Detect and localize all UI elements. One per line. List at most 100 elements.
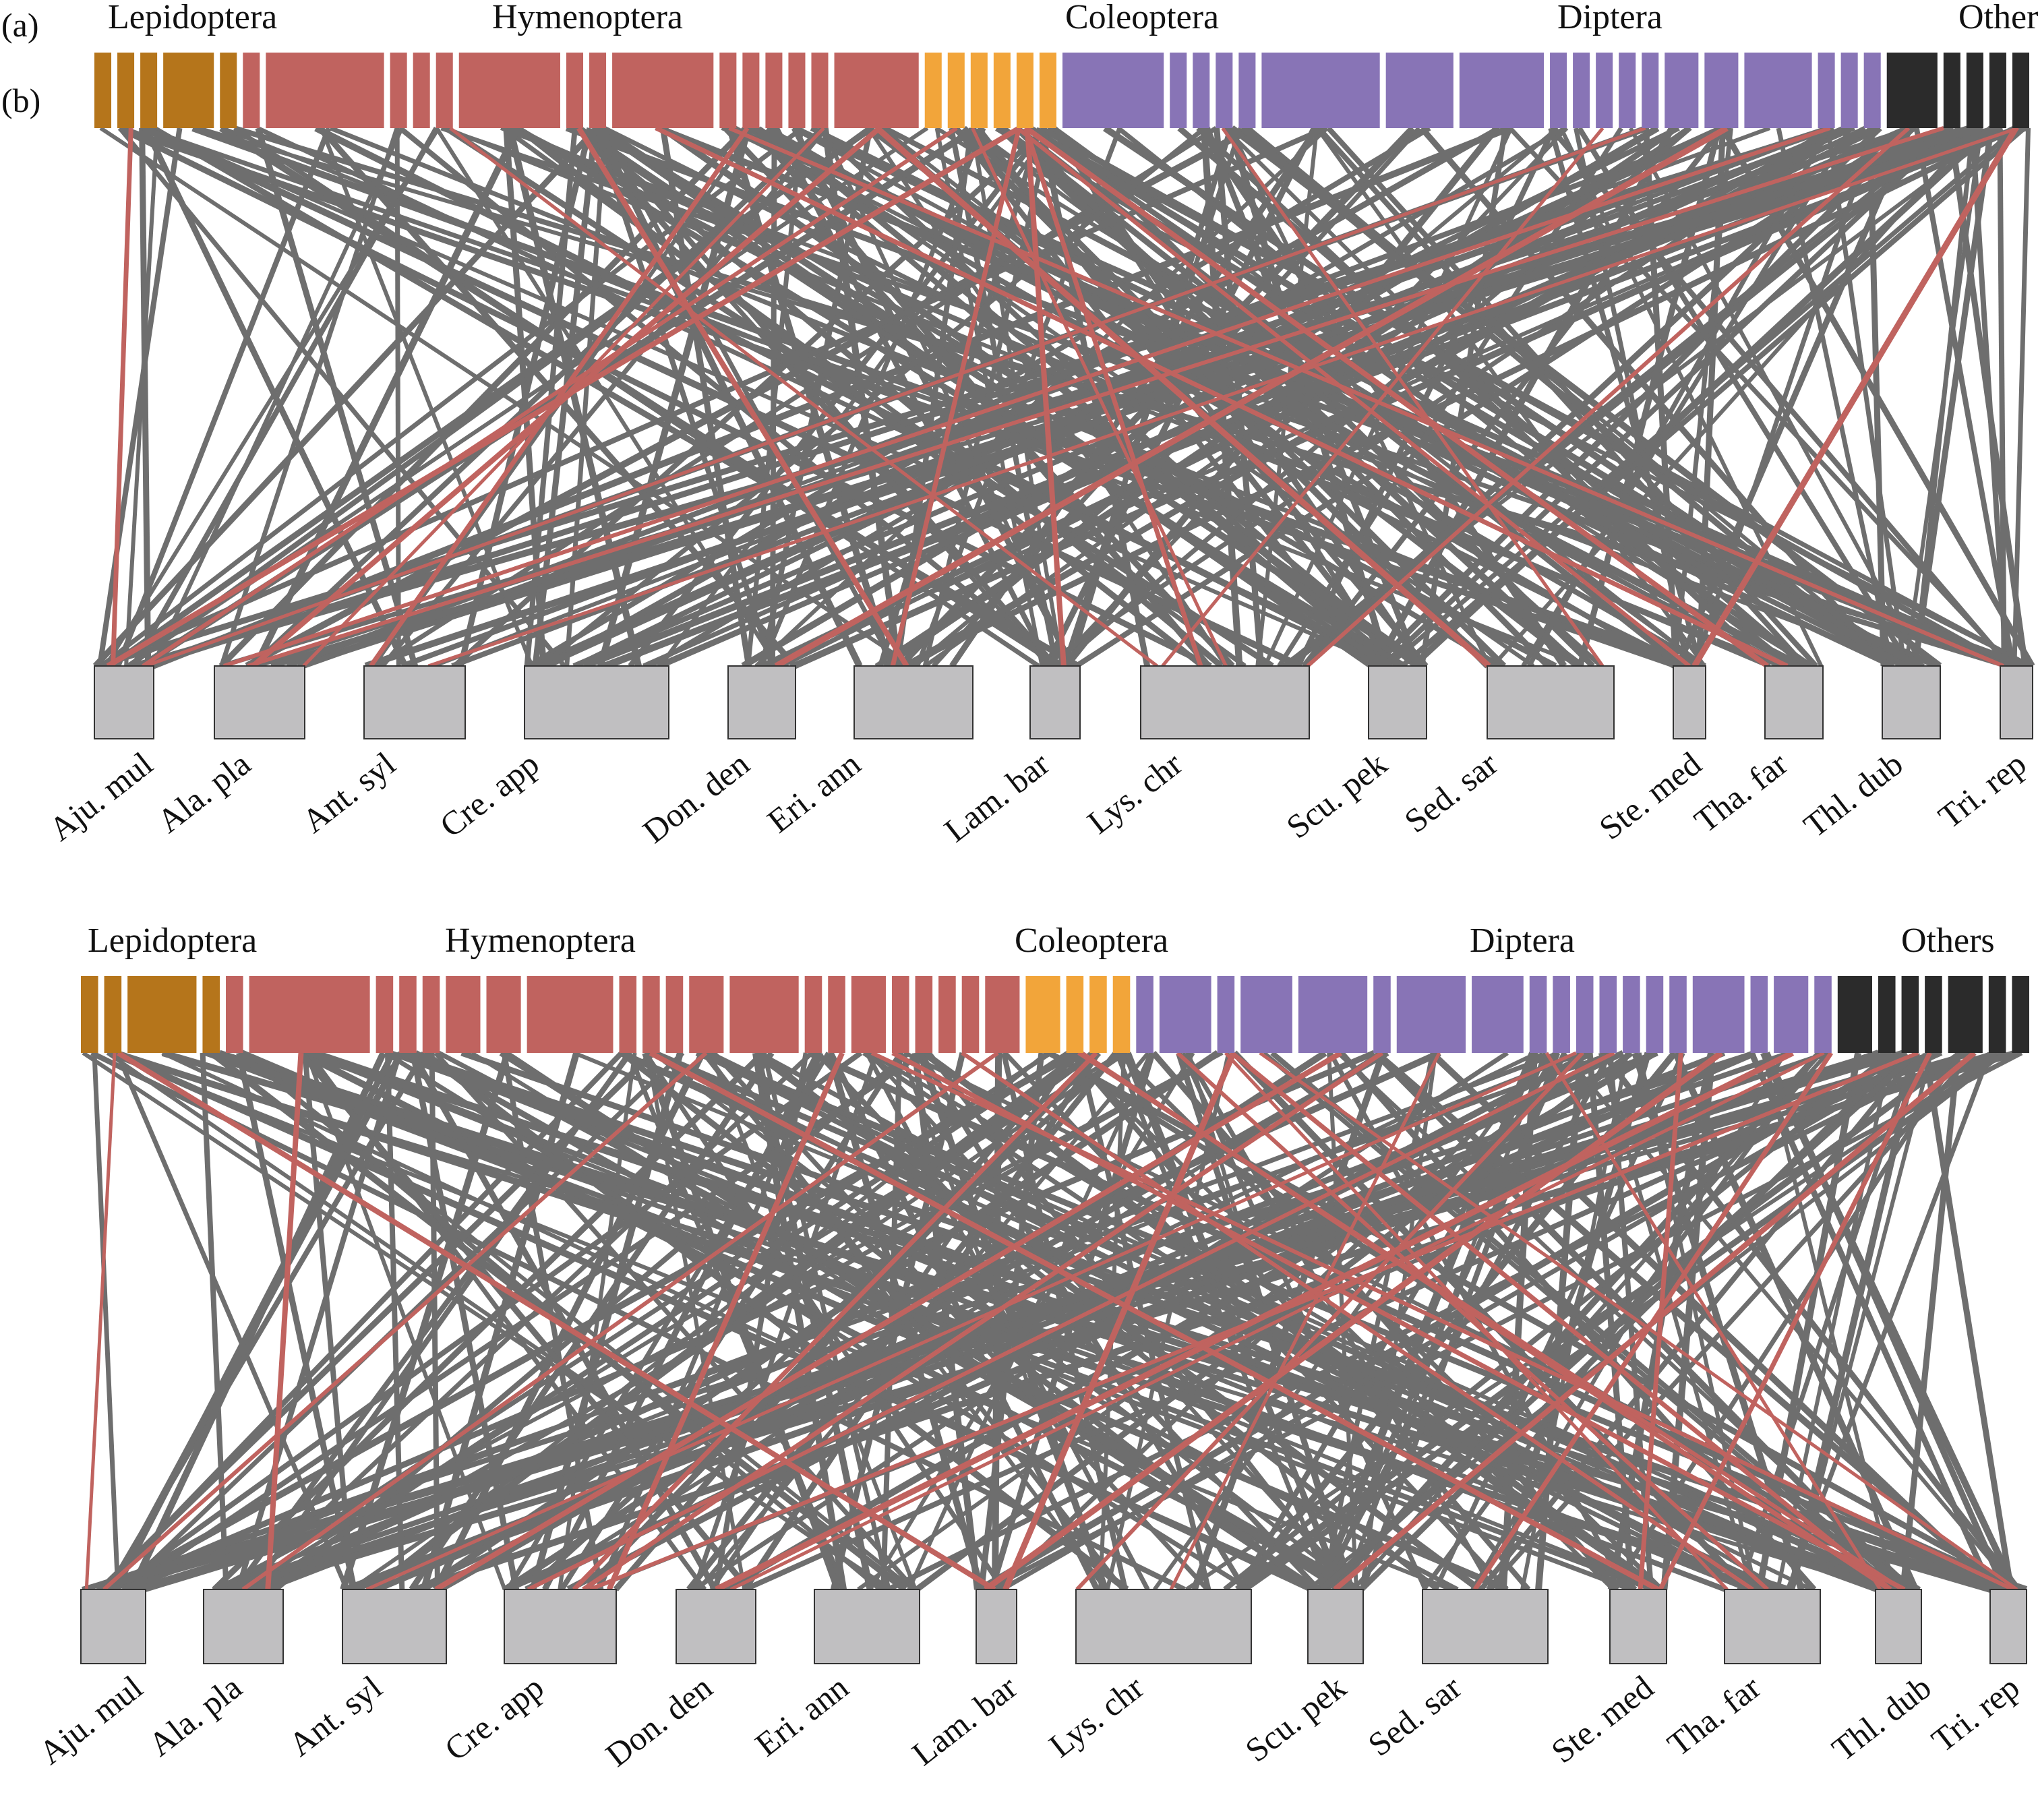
pollinator-bar-hymenoptera	[985, 976, 1020, 1053]
interaction-link	[98, 125, 1327, 669]
plant-box-cre-app	[504, 1589, 617, 1664]
plant-label-sed-sar: Sed. sar	[1398, 744, 1505, 840]
interaction-link	[92, 1052, 121, 1590]
interaction-link	[507, 125, 1771, 669]
interaction-link	[540, 126, 1206, 668]
interaction-link	[1720, 126, 2035, 668]
pollinator-bar-coleoptera	[993, 53, 1011, 128]
plant-box-cre-app	[524, 665, 669, 739]
interaction-link-highlight	[527, 1051, 1615, 1591]
plant-label-lam-bar: Lam. bar	[905, 1668, 1024, 1772]
pollinator-bars	[94, 53, 2029, 128]
interaction-link-highlight	[1638, 1052, 1683, 1590]
interaction-link	[934, 127, 1044, 667]
pollinator-bar-lepidoptera	[220, 53, 237, 128]
plant-box-tri-rep	[1989, 1589, 2027, 1664]
pollinator-bar-lepidoptera	[140, 53, 158, 128]
plant-label-thl-dub: Thl. dub	[1797, 745, 1910, 845]
pollinator-bar-others	[1966, 53, 1983, 128]
pollinator-bar-hymenoptera	[961, 976, 980, 1053]
pollinator-bar-diptera	[1818, 53, 1835, 128]
plant-label-aju-mul: Aju. mul	[42, 745, 160, 849]
interaction-link	[1900, 1052, 1961, 1590]
group-label-hymenoptera: Hymenoptera	[445, 921, 636, 960]
interaction-link	[692, 1052, 879, 1591]
pollinator-bar-hymenoptera	[589, 53, 607, 128]
plant-label-ant-syl: Ant. syl	[295, 745, 402, 841]
plant-box-tri-rep	[2000, 665, 2033, 739]
pollinator-bar-hymenoptera	[243, 53, 260, 128]
pollinator-bar-diptera	[1553, 976, 1570, 1053]
plant-box-aju-mul	[80, 1589, 146, 1664]
group-label-others: Others	[1958, 0, 2038, 36]
pollinator-bar-lepidoptera	[202, 976, 220, 1053]
interaction-link	[1969, 127, 2009, 667]
group-label-lepidoptera: Lepidoptera	[88, 921, 257, 960]
pollinator-bar-hymenoptera	[729, 976, 799, 1053]
pollinator-bar-hymenoptera	[458, 53, 560, 128]
interaction-link	[1056, 126, 1692, 668]
interaction-link	[649, 1050, 1751, 1592]
plant-label-don-den: Don. den	[599, 1668, 719, 1774]
pollinator-bar-diptera	[1136, 976, 1153, 1053]
interaction-link	[1508, 126, 2014, 668]
plant-label-tha-far: Tha. far	[1687, 744, 1795, 840]
pollinator-bar-diptera	[1642, 53, 1659, 128]
interaction-link	[1748, 1052, 1994, 1591]
plant-label-ala-pla: Ala. pla	[142, 1668, 249, 1764]
interaction-link-highlight	[1472, 1052, 1834, 1591]
interaction-link-highlight	[1023, 127, 1203, 667]
pollinator-bar-lepidoptera	[81, 976, 98, 1053]
interaction-link-highlight	[449, 127, 1158, 667]
interaction-link	[142, 125, 1704, 669]
interaction-link	[506, 127, 642, 667]
interaction-link-highlight	[1024, 125, 1769, 669]
interaction-link	[620, 1050, 1314, 1592]
pollinator-bar-diptera	[1704, 53, 1739, 128]
pollinator-bar-diptera	[1576, 976, 1594, 1053]
interaction-link	[148, 126, 1387, 668]
pollinator-bar-hymenoptera	[851, 976, 886, 1053]
interaction-link-highlight	[1230, 1051, 1892, 1591]
plant-label-cre-app: Cre. app	[438, 1668, 551, 1768]
interaction-link	[115, 127, 332, 667]
interaction-link-highlight	[142, 126, 958, 668]
plant-label-eri-ann: Eri. ann	[760, 745, 868, 841]
plant-box-don-den	[676, 1589, 756, 1664]
interaction-link-highlight	[890, 127, 1021, 667]
pollinator-bar-diptera	[1238, 53, 1256, 128]
interaction-link-highlight	[1024, 127, 1067, 667]
pollinator-bar-hymenoptera	[689, 976, 724, 1053]
pollinator-bar-hymenoptera	[719, 53, 737, 128]
plant-box-lam-bar	[976, 1589, 1017, 1664]
interaction-link	[1922, 1052, 2014, 1590]
plant-box-ant-syl	[363, 665, 466, 739]
interaction-link-highlight	[84, 1052, 117, 1590]
pollinator-bar-coleoptera	[924, 53, 942, 128]
pollinator-bar-diptera	[1550, 53, 1567, 128]
interaction-link	[98, 1050, 655, 1592]
pollinator-bar-diptera	[1216, 53, 1233, 128]
interaction-link-highlight	[116, 1050, 996, 1592]
pollinator-bar-coleoptera	[1089, 976, 1107, 1053]
plant-label-aju-mul: Aju. mul	[32, 1668, 150, 1772]
plant-box-eri-ann	[814, 1589, 920, 1664]
interaction-link-highlight	[649, 1050, 1660, 1592]
interaction-link	[1470, 1052, 1787, 1591]
pollinator-bar-hymenoptera	[527, 976, 613, 1053]
interaction-link-highlight	[582, 1051, 1384, 1591]
interaction-link	[124, 127, 159, 667]
pollinator-bar-others	[1943, 53, 1960, 128]
interaction-link	[706, 1051, 1921, 1591]
interaction-link	[1296, 127, 1557, 667]
pollinator-bar-diptera	[1692, 976, 1745, 1053]
interaction-link	[143, 127, 409, 667]
interaction-link-highlight	[875, 125, 1491, 669]
interaction-link	[233, 126, 1040, 668]
pollinator-bar-others	[1988, 976, 2006, 1053]
plant-box-ant-syl	[342, 1589, 447, 1664]
interaction-link	[1151, 1051, 1620, 1591]
pollinator-bar-hymenoptera	[486, 976, 521, 1053]
pollinator-bar-coleoptera	[1112, 976, 1131, 1053]
